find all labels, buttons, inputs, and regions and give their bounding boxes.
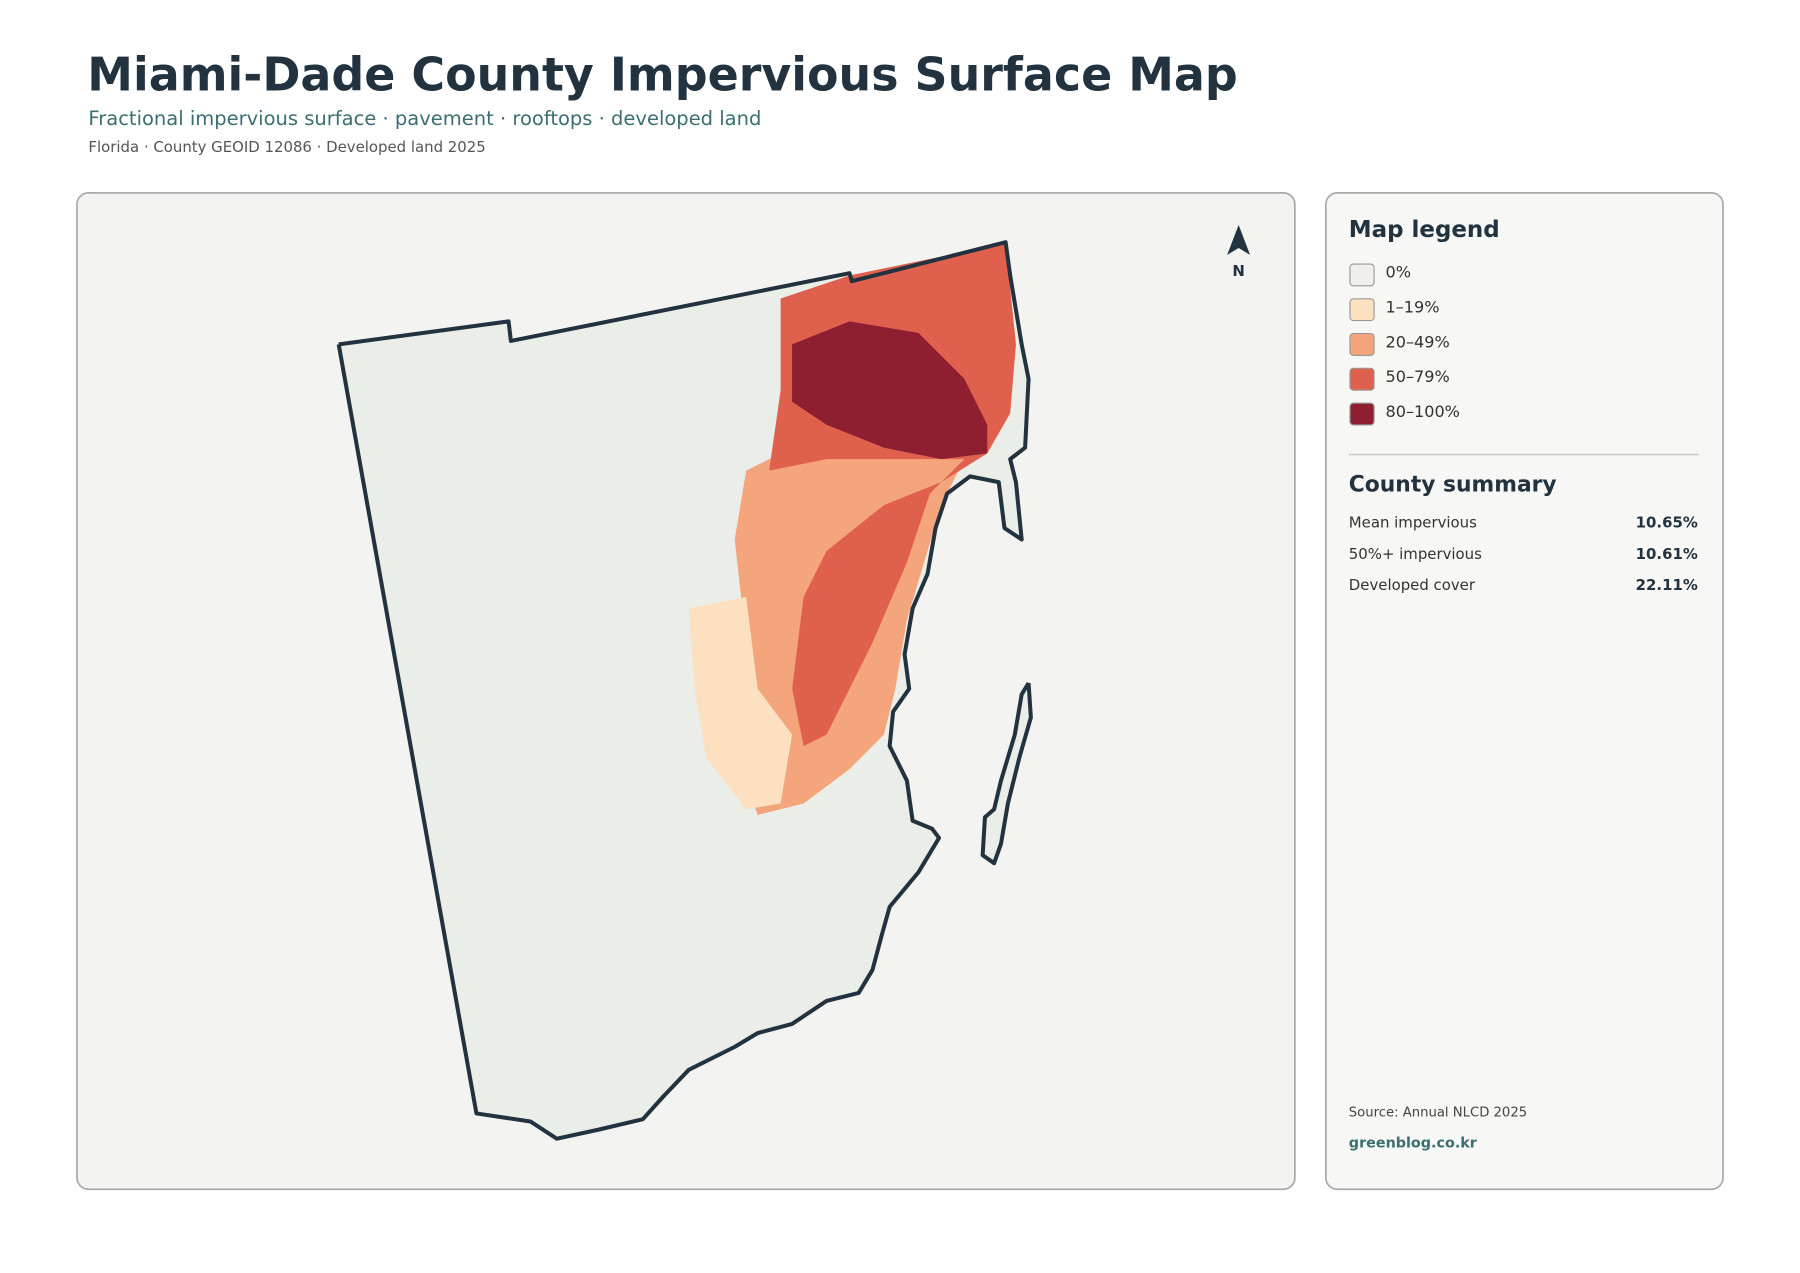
legend-title: Map legend [1349,217,1500,243]
legend-label: 20–49% [1386,332,1450,351]
north-arrow [1227,224,1251,255]
legend-panel [1325,191,1724,1191]
site: greenblog.co.kr [1349,1135,1478,1151]
legend-items: 0% 1–19% 20–49% 50–79% 80–100% [1349,263,1460,426]
legend-label: 1–19% [1386,297,1440,316]
legend-swatch [1349,333,1375,356]
county-outline [336,240,1031,1141]
summary-value: 22.11% [1636,576,1698,594]
map: N [336,224,1251,1141]
legend-label: 0% [1386,263,1411,282]
urban-light [688,596,793,810]
subtitle: Fractional impervious surface · pavement… [88,107,761,130]
summary-label: 50%+ impervious [1349,545,1482,563]
legend-label: 50–79% [1386,367,1450,386]
north-label: N [1232,262,1244,280]
title: Miami-Dade County Impervious Surface Map [87,48,1237,102]
summary-value: 10.61% [1636,545,1698,563]
summary-rows: Mean impervious 10.65% 50%+ impervious 10.6… [1349,513,1698,594]
legend-swatch [1349,298,1375,322]
urban-dense [792,321,988,460]
legend-label: 80–100% [1386,402,1460,421]
legend-swatch [1349,263,1375,287]
summary-value: 10.65% [1636,513,1698,531]
summary-title: County summary [1349,473,1557,498]
keys-outline [980,681,1033,866]
legend-swatch [1349,367,1375,391]
legend-swatch [1349,402,1375,426]
meta: Florida · County GEOID 12086 · Developed… [88,138,485,156]
source: Source: Annual NLCD 2025 [1349,1105,1527,1120]
summary-label: Mean impervious [1349,513,1477,531]
summary-label: Developed cover [1349,576,1476,594]
